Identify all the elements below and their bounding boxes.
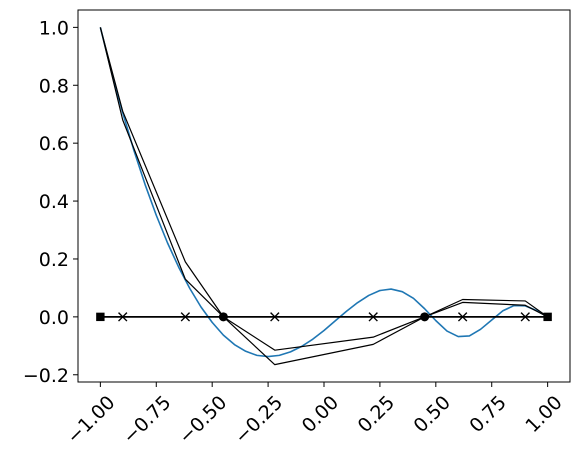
series-curve — [99, 27, 549, 358]
chart-marks — [96, 27, 552, 366]
x-marker-stroke — [118, 312, 128, 322]
y-tick-label: −0.2 — [23, 365, 69, 387]
y-tick-label: 0.0 — [39, 307, 69, 329]
square-marker — [96, 312, 105, 322]
x-marker-stroke — [368, 312, 378, 322]
x-tick-label: 1.00 — [521, 392, 566, 437]
x-tick-label: −0.50 — [175, 392, 232, 449]
y-tick-label: 0.2 — [39, 249, 69, 271]
series-line — [99, 27, 548, 351]
y-tick-label: 0.6 — [39, 133, 69, 155]
x-marker-stroke — [457, 312, 468, 322]
x-marker — [270, 312, 280, 322]
x-tick-label: 0.50 — [409, 392, 454, 437]
x-marker-stroke — [180, 312, 191, 322]
x-tick-label: −0.75 — [119, 392, 176, 449]
x-tick-label: 0.75 — [465, 392, 510, 437]
square-marker — [543, 312, 552, 322]
x-marker-stroke — [520, 312, 530, 322]
x-marker — [180, 312, 191, 322]
x-marker-stroke — [270, 312, 280, 322]
x-tick-label: 0.25 — [354, 392, 399, 437]
circle-marker — [420, 312, 430, 322]
plot-frame — [77, 9, 571, 383]
x-tick-label: −0.25 — [231, 392, 288, 449]
y-tick-label: 1.0 — [39, 17, 69, 39]
circle-marker — [218, 312, 228, 322]
y-tick-label: 0.8 — [39, 75, 69, 97]
chart-axes: −1.00 −0.75 −0.50 −0.25 0.00 0.25 0.50 0.75 1.00… — [23, 17, 567, 448]
x-marker — [457, 312, 468, 322]
x-tick-label: −1.00 — [63, 392, 120, 449]
x-tick-label: 0.00 — [298, 392, 343, 437]
y-tick-label: 0.4 — [39, 191, 69, 213]
x-marker — [118, 312, 128, 322]
x-marker — [368, 312, 378, 322]
series-line — [99, 27, 548, 366]
x-marker — [520, 312, 530, 322]
